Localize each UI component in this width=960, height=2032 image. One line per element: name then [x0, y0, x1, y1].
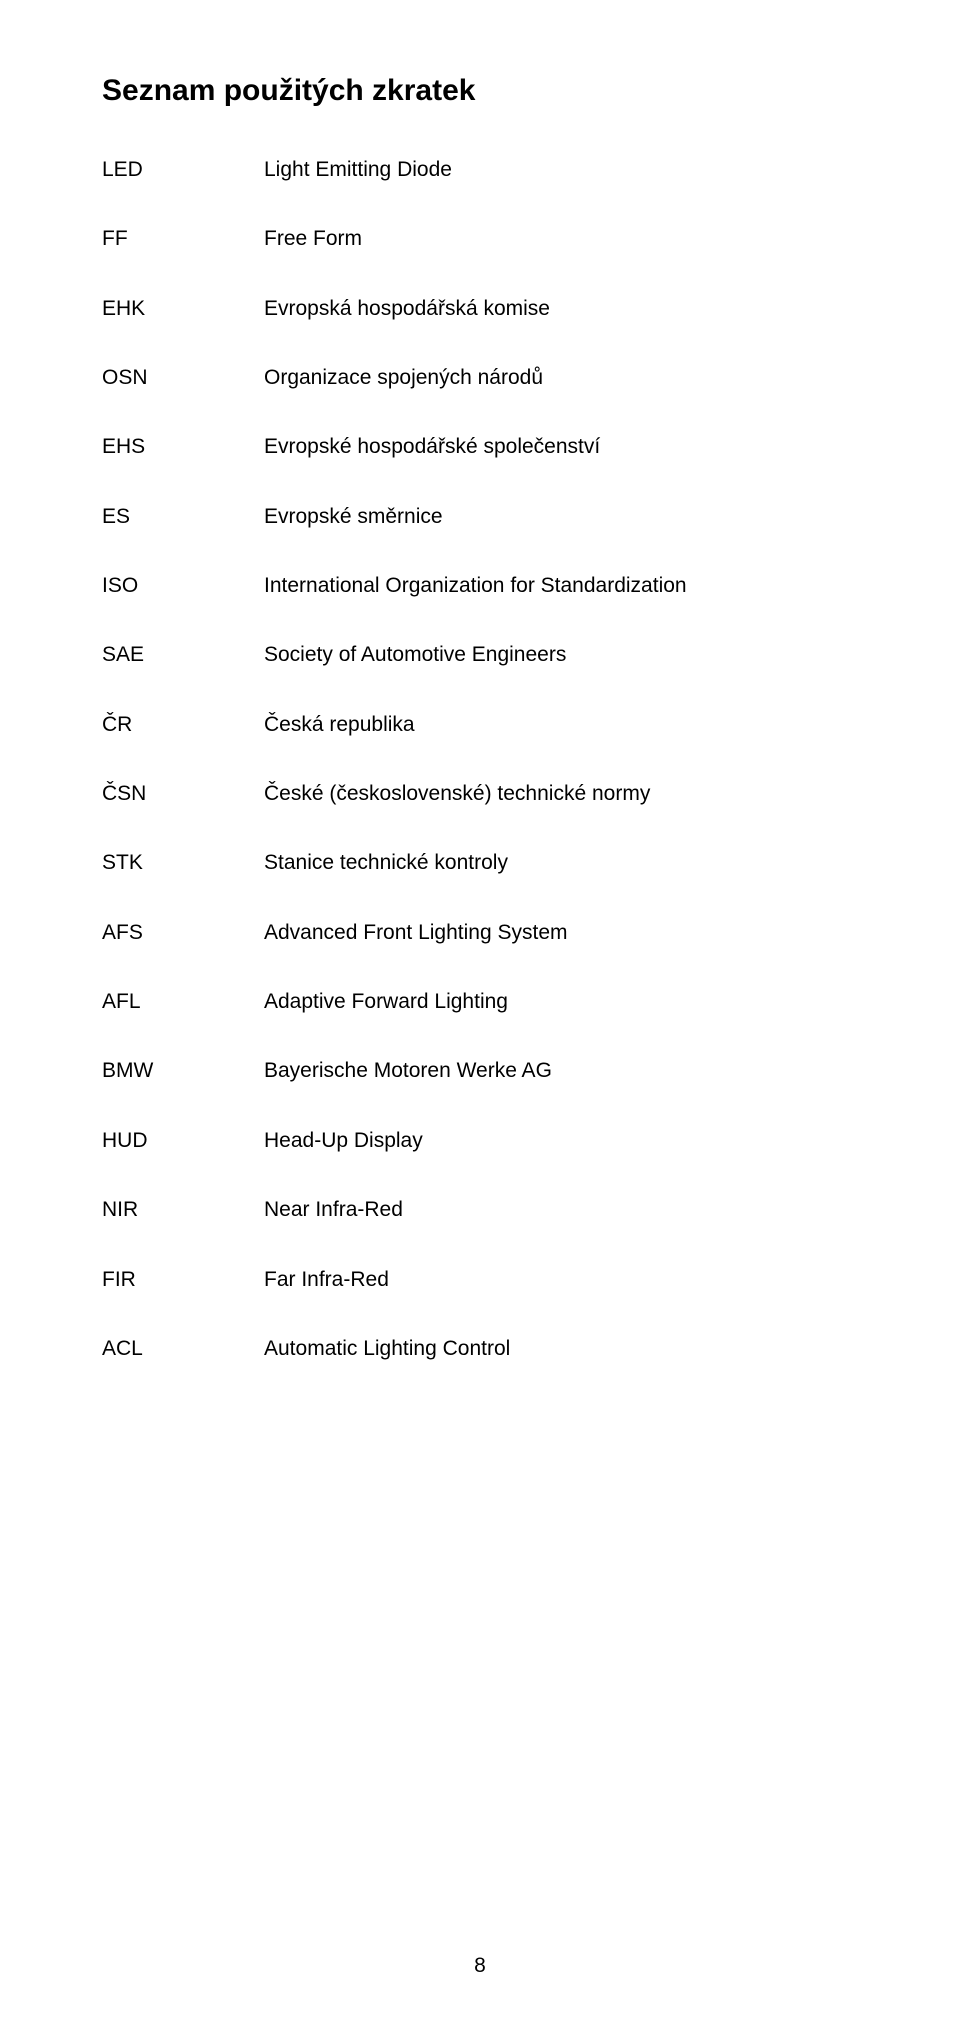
abbreviation-row: BMWBayerische Motoren Werke AG — [102, 1057, 864, 1085]
abbreviation-definition: Far Infra-Red — [264, 1266, 864, 1294]
abbreviation-term: AFS — [102, 919, 264, 947]
abbreviation-definition: Automatic Lighting Control — [264, 1335, 864, 1363]
abbreviation-definition: Organizace spojených národů — [264, 364, 864, 392]
abbreviation-definition: Česká republika — [264, 711, 864, 739]
abbreviation-row: FIRFar Infra-Red — [102, 1266, 864, 1294]
page-title: Seznam použitých zkratek — [102, 74, 864, 108]
abbreviation-definition: Bayerische Motoren Werke AG — [264, 1057, 864, 1085]
abbreviation-list: LEDLight Emitting DiodeFFFree FormEHKEvr… — [102, 156, 864, 1363]
abbreviation-term: ČSN — [102, 780, 264, 808]
abbreviation-definition: Advanced Front Lighting System — [264, 919, 864, 947]
abbreviation-term: STK — [102, 849, 264, 877]
abbreviation-definition: Society of Automotive Engineers — [264, 641, 864, 669]
abbreviation-term: ACL — [102, 1335, 264, 1363]
abbreviation-definition: International Organization for Standardi… — [264, 572, 864, 600]
abbreviation-term: ES — [102, 503, 264, 531]
abbreviation-definition: Adaptive Forward Lighting — [264, 988, 864, 1016]
abbreviation-definition: Evropské směrnice — [264, 503, 864, 531]
abbreviation-term: BMW — [102, 1057, 264, 1085]
abbreviation-definition: Evropská hospodářská komise — [264, 295, 864, 323]
abbreviation-term: ISO — [102, 572, 264, 600]
abbreviation-row: STKStanice technické kontroly — [102, 849, 864, 877]
abbreviation-term: AFL — [102, 988, 264, 1016]
abbreviation-term: ČR — [102, 711, 264, 739]
abbreviation-term: HUD — [102, 1127, 264, 1155]
abbreviation-row: HUDHead-Up Display — [102, 1127, 864, 1155]
abbreviation-row: EHSEvropské hospodářské společenství — [102, 433, 864, 461]
abbreviation-term: LED — [102, 156, 264, 184]
abbreviation-definition: Evropské hospodářské společenství — [264, 433, 864, 461]
page-number: 8 — [0, 1954, 960, 1978]
abbreviation-term: FF — [102, 225, 264, 253]
document-page: Seznam použitých zkratek LEDLight Emitti… — [0, 0, 960, 2032]
abbreviation-definition: Near Infra-Red — [264, 1196, 864, 1224]
abbreviation-row: LEDLight Emitting Diode — [102, 156, 864, 184]
abbreviation-row: AFSAdvanced Front Lighting System — [102, 919, 864, 947]
abbreviation-term: OSN — [102, 364, 264, 392]
abbreviation-term: EHS — [102, 433, 264, 461]
abbreviation-term: SAE — [102, 641, 264, 669]
abbreviation-row: ISOInternational Organization for Standa… — [102, 572, 864, 600]
abbreviation-definition: Stanice technické kontroly — [264, 849, 864, 877]
abbreviation-row: SAESociety of Automotive Engineers — [102, 641, 864, 669]
abbreviation-row: ESEvropské směrnice — [102, 503, 864, 531]
abbreviation-term: FIR — [102, 1266, 264, 1294]
abbreviation-row: ČRČeská republika — [102, 711, 864, 739]
abbreviation-term: EHK — [102, 295, 264, 323]
abbreviation-row: ACLAutomatic Lighting Control — [102, 1335, 864, 1363]
abbreviation-definition: Free Form — [264, 225, 864, 253]
abbreviation-row: AFLAdaptive Forward Lighting — [102, 988, 864, 1016]
abbreviation-row: EHKEvropská hospodářská komise — [102, 295, 864, 323]
abbreviation-definition: Light Emitting Diode — [264, 156, 864, 184]
abbreviation-row: ČSNČeské (československé) technické norm… — [102, 780, 864, 808]
abbreviation-row: NIRNear Infra-Red — [102, 1196, 864, 1224]
abbreviation-row: OSNOrganizace spojených národů — [102, 364, 864, 392]
abbreviation-row: FFFree Form — [102, 225, 864, 253]
abbreviation-term: NIR — [102, 1196, 264, 1224]
abbreviation-definition: České (československé) technické normy — [264, 780, 864, 808]
abbreviation-definition: Head-Up Display — [264, 1127, 864, 1155]
